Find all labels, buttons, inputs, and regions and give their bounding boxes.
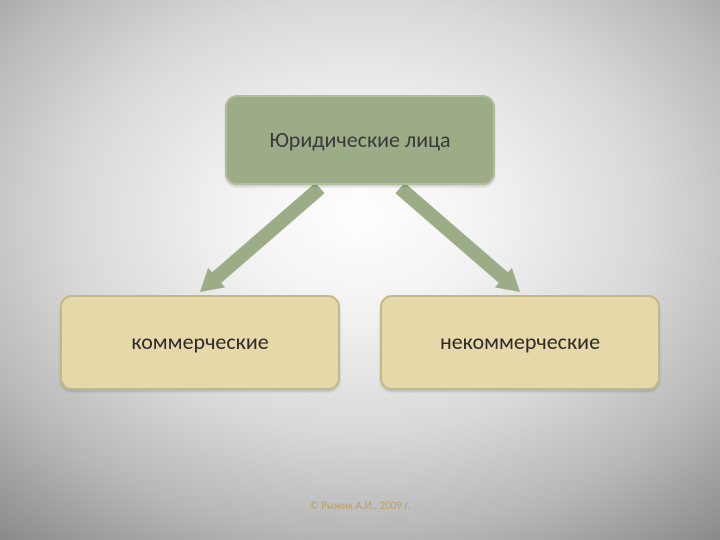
connector-arrow xyxy=(200,183,325,292)
right-child-node: некоммерческие xyxy=(380,295,660,390)
copyright-text: © Рыжик А.И., 2009 г. xyxy=(310,499,411,512)
root-node-label: Юридические лица xyxy=(269,128,450,152)
copyright-footer: © Рыжик А.И., 2009 г. xyxy=(0,499,720,512)
connector-arrow xyxy=(395,183,520,292)
slide: { "diagram": { "type": "tree", "backgrou… xyxy=(0,0,720,540)
connector-layer xyxy=(0,0,720,540)
left-child-label: коммерческие xyxy=(131,330,268,354)
left-child-node: коммерческие xyxy=(60,295,340,390)
right-child-label: некоммерческие xyxy=(440,330,600,354)
root-node: Юридические лица xyxy=(225,95,495,185)
